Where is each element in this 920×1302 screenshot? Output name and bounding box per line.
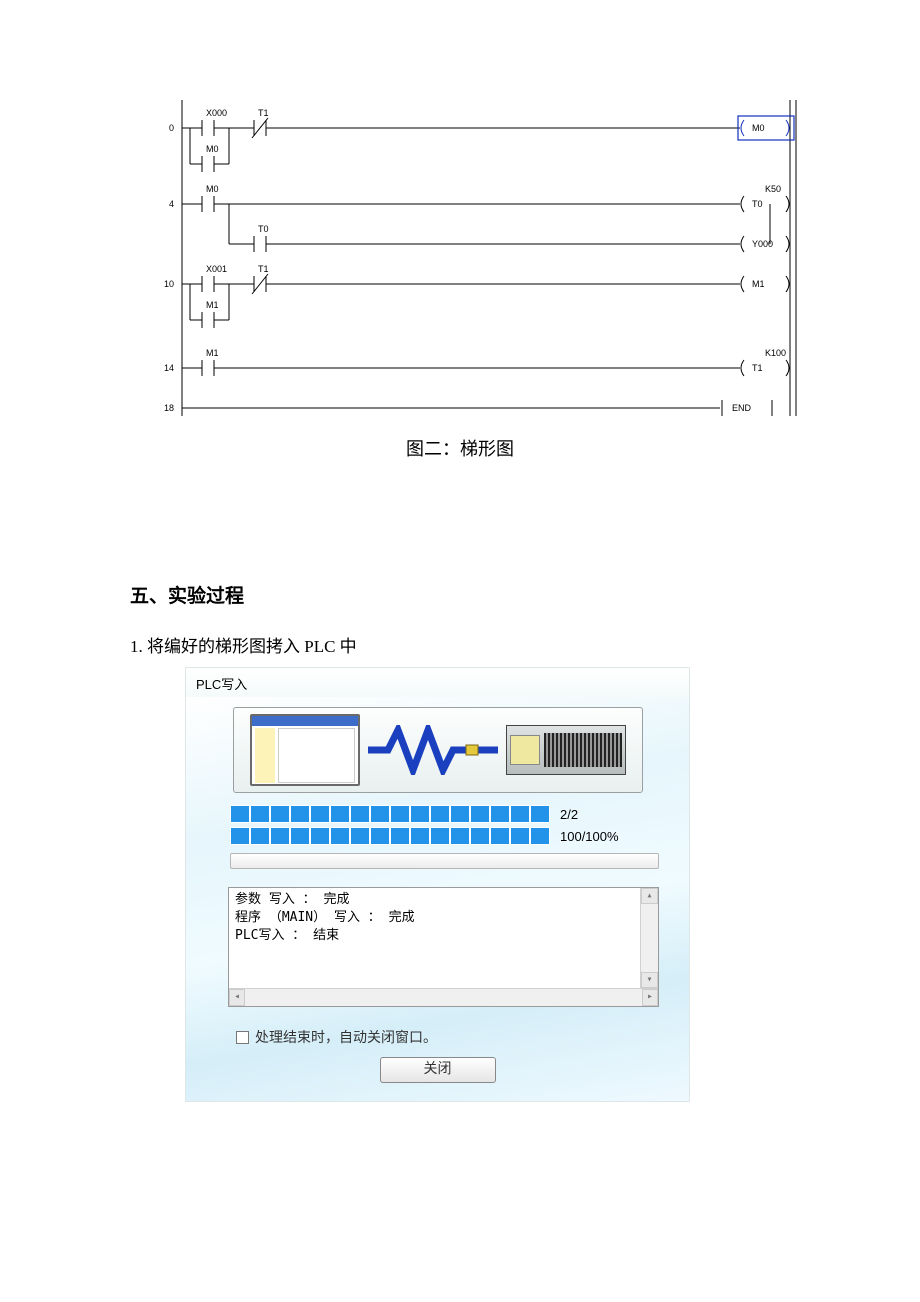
svg-text:T0: T0 bbox=[258, 224, 269, 234]
svg-text:M1: M1 bbox=[206, 348, 219, 358]
svg-text:T1: T1 bbox=[752, 363, 763, 373]
progress-row-1: 2/2 bbox=[196, 803, 679, 825]
svg-text:M0: M0 bbox=[752, 123, 765, 133]
plc-write-dialog: PLC写入 2/2 100/100% bbox=[185, 667, 690, 1102]
scroll-down-icon[interactable]: ▾ bbox=[641, 972, 658, 988]
progress2-label: 100/100% bbox=[560, 829, 619, 844]
ladder-diagram: 0X000T1M0M04M0T0K50T0Y00010X001T1M1M114M… bbox=[130, 100, 800, 420]
svg-text:T1: T1 bbox=[258, 108, 269, 118]
svg-text:4: 4 bbox=[169, 199, 174, 209]
plc-icon bbox=[506, 725, 626, 775]
auto-close-checkbox[interactable] bbox=[236, 1031, 249, 1044]
scroll-up-icon[interactable]: ▴ bbox=[641, 888, 658, 904]
svg-text:K50: K50 bbox=[765, 184, 781, 194]
ladder-caption: 图二：梯形图 bbox=[130, 435, 790, 461]
auto-close-label: 处理结束时，自动关闭窗口。 bbox=[255, 1027, 437, 1047]
horizontal-scrollbar[interactable]: ◂ ▸ bbox=[229, 988, 658, 1006]
dialog-illustration bbox=[233, 707, 643, 793]
svg-text:T1: T1 bbox=[258, 264, 269, 274]
svg-text:X001: X001 bbox=[206, 264, 227, 274]
cable-icon bbox=[368, 725, 498, 775]
svg-text:M0: M0 bbox=[206, 184, 219, 194]
auto-close-row[interactable]: 处理结束时，自动关闭窗口。 bbox=[236, 1027, 679, 1047]
vertical-scrollbar[interactable]: ▴ ▾ bbox=[640, 888, 658, 988]
close-button[interactable]: 关闭 bbox=[380, 1057, 496, 1083]
svg-text:X000: X000 bbox=[206, 108, 227, 118]
svg-text:18: 18 bbox=[164, 403, 174, 413]
svg-text:END: END bbox=[732, 403, 752, 413]
svg-text:M1: M1 bbox=[752, 279, 765, 289]
pc-icon bbox=[250, 714, 360, 786]
thin-progress-bar bbox=[230, 853, 659, 869]
dialog-title: PLC写入 bbox=[186, 668, 689, 697]
section-heading: 五、实验过程 bbox=[130, 581, 790, 608]
svg-text:0: 0 bbox=[169, 123, 174, 133]
svg-text:14: 14 bbox=[164, 363, 174, 373]
svg-text:M1: M1 bbox=[206, 300, 219, 310]
log-textarea[interactable]: 参数 写入 ： 完成程序 （MAIN） 写入 ： 完成PLC写入 ： 结束 ▴ … bbox=[228, 887, 659, 1007]
svg-text:M0: M0 bbox=[206, 144, 219, 154]
svg-text:10: 10 bbox=[164, 279, 174, 289]
scroll-right-icon[interactable]: ▸ bbox=[642, 989, 658, 1006]
step-text: 1. 将编好的梯形图拷入 PLC 中 bbox=[130, 632, 790, 657]
progress-row-2: 100/100% bbox=[196, 825, 679, 847]
svg-text:Y000: Y000 bbox=[752, 239, 773, 249]
svg-text:T0: T0 bbox=[752, 199, 763, 209]
progress1-label: 2/2 bbox=[560, 807, 578, 822]
scroll-left-icon[interactable]: ◂ bbox=[229, 989, 245, 1006]
svg-text:K100: K100 bbox=[765, 348, 786, 358]
